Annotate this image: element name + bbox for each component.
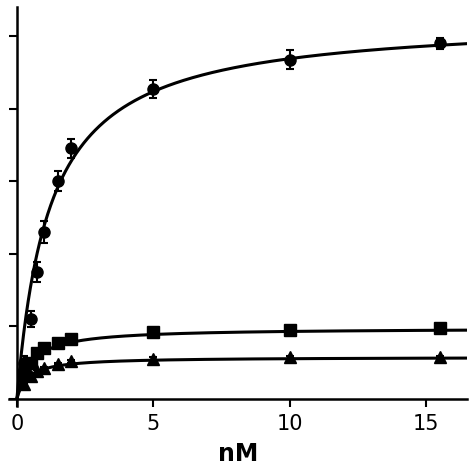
X-axis label: nM: nM bbox=[218, 442, 258, 466]
